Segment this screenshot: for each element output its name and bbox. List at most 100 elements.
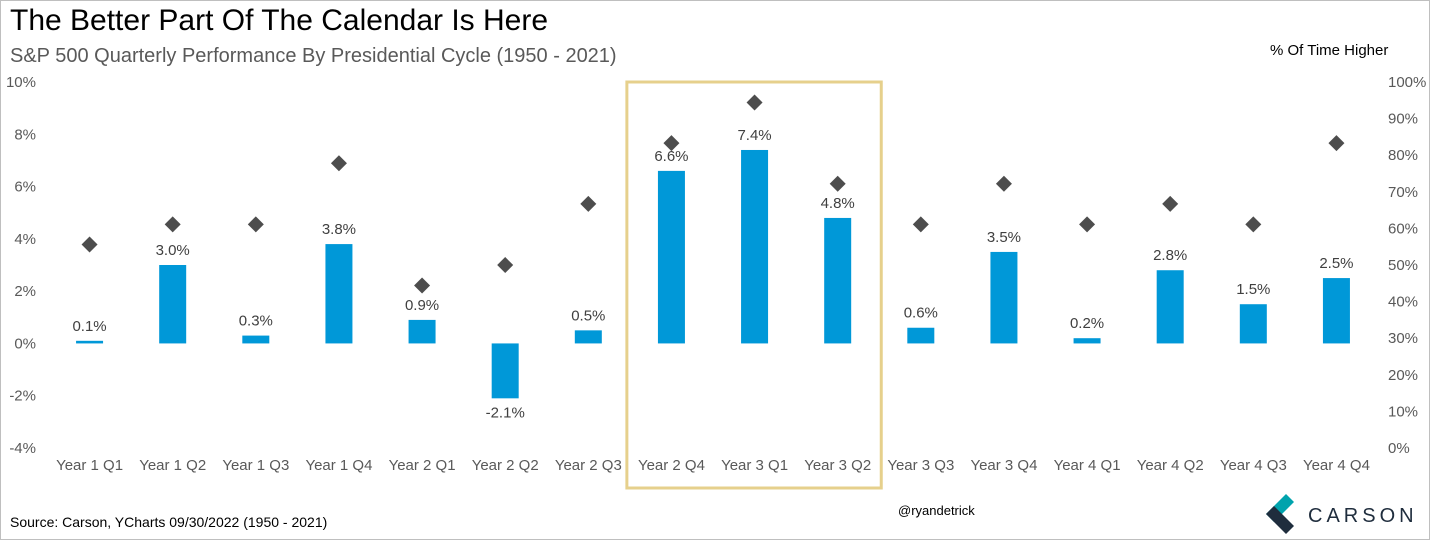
bar-label-13: 0.2%	[1070, 315, 1104, 332]
marker-2	[164, 216, 181, 233]
chart-subtitle: S&P 500 Quarterly Performance By Preside…	[10, 45, 617, 67]
bar-2	[159, 265, 187, 344]
bar-label-6: -2.1%	[486, 404, 525, 421]
marker-11	[912, 216, 929, 233]
bar-label-14: 2.8%	[1153, 247, 1187, 264]
left-tick-2: 8%	[14, 126, 36, 143]
left-tick-5: 2%	[14, 283, 36, 300]
bar-12	[990, 251, 1018, 344]
bar-4	[325, 244, 353, 344]
right-tick-1: 100%	[1388, 74, 1426, 91]
category-label-13: Year 4 Q1	[1054, 457, 1121, 474]
category-label-12: Year 3 Q4	[970, 457, 1037, 474]
left-tick-1: 10%	[6, 74, 36, 91]
category-label-2: Year 1 Q2	[139, 457, 206, 474]
marker-16	[1328, 135, 1345, 152]
category-label-11: Year 3 Q3	[887, 457, 954, 474]
x-axis: Year 1 Q1 Year 1 Q2 Year 1 Q3 Year 1 Q4 Year…	[56, 457, 1370, 474]
category-label-10: Year 3 Q2	[804, 457, 871, 474]
highlight-box	[625, 80, 883, 490]
bar-14	[1156, 270, 1184, 344]
right-tick-10: 10%	[1388, 403, 1418, 420]
left-tick-8: -4%	[9, 440, 36, 457]
right-tick-5: 60%	[1388, 220, 1418, 237]
bar-label-16: 2.5%	[1319, 255, 1353, 272]
bar-label-4: 3.8%	[322, 221, 356, 238]
category-label-8: Year 2 Q4	[638, 457, 705, 474]
bar-label-12: 3.5%	[987, 229, 1021, 246]
bar-8	[657, 170, 685, 344]
marker-4	[330, 155, 347, 172]
markers-layer	[81, 94, 1345, 294]
bar-9	[741, 149, 769, 344]
category-label-5: Year 2 Q1	[389, 457, 456, 474]
right-tick-8: 30%	[1388, 330, 1418, 347]
right-tick-7: 40%	[1388, 294, 1418, 311]
bar-label-15: 1.5%	[1236, 281, 1270, 298]
bar-16	[1322, 278, 1350, 344]
marker-6	[497, 257, 514, 273]
bar-label-2: 3.0%	[156, 242, 190, 259]
left-tick-6: 0%	[14, 335, 36, 352]
author-handle: @ryandetrick	[898, 503, 975, 518]
right-axis: 100% 90% 80% 70% 60% 50% 40% 30% 20% 10% 0%	[1388, 74, 1426, 457]
carson-logo-text: CARSON	[1308, 505, 1418, 527]
bar-label-10: 4.8%	[821, 195, 855, 212]
bar-15	[1239, 304, 1267, 344]
marker-15	[1245, 216, 1262, 233]
left-tick-7: -2%	[9, 388, 36, 405]
right-tick-2: 90%	[1388, 111, 1418, 128]
bar-label-8: 6.6%	[654, 148, 688, 165]
category-label-6: Year 2 Q2	[472, 457, 539, 474]
performance-chart: 0.1% 3.0% 0.3% 3.8% 0.9% -2.1% 0.5% 6.6% 7.4% 4.8…	[6, 74, 1426, 490]
carson-logo-mark-icon	[1266, 494, 1294, 534]
bar-label-1: 0.1%	[72, 318, 106, 335]
left-tick-4: 4%	[14, 231, 36, 248]
category-label-16: Year 4 Q4	[1303, 457, 1370, 474]
marker-5	[414, 277, 431, 294]
right-tick-3: 80%	[1388, 147, 1418, 164]
category-label-4: Year 1 Q4	[305, 457, 372, 474]
source-note: Source: Carson, YCharts 09/30/2022 (1950…	[10, 514, 328, 530]
category-label-14: Year 4 Q2	[1137, 457, 1204, 474]
bar-label-3: 0.3%	[239, 313, 273, 330]
category-label-7: Year 2 Q3	[555, 457, 622, 474]
left-axis: 10% 8% 6% 4% 2% 0% -2% -4%	[6, 74, 36, 457]
marker-14	[1162, 195, 1179, 212]
bar-3	[242, 335, 270, 344]
marker-7	[580, 195, 597, 212]
left-tick-3: 6%	[14, 179, 36, 196]
marker-1	[81, 236, 98, 253]
marker-13	[1079, 216, 1096, 233]
bar-11	[907, 327, 935, 344]
bars-layer	[76, 149, 1350, 399]
right-tick-6: 50%	[1388, 257, 1418, 274]
data-labels-layer: 0.1% 3.0% 0.3% 3.8% 0.9% -2.1% 0.5% 6.6% 7.4% 4.8…	[72, 127, 1353, 421]
bar-label-11: 0.6%	[904, 305, 938, 322]
chart-title: The Better Part Of The Calendar Is Here	[10, 4, 549, 37]
bar-label-7: 0.5%	[571, 307, 605, 324]
marker-3	[247, 216, 264, 233]
right-axis-title: % Of Time Higher	[1270, 42, 1389, 59]
right-tick-4: 70%	[1388, 184, 1418, 201]
carson-logo: CARSON	[1262, 492, 1422, 536]
bar-label-9: 7.4%	[737, 127, 771, 144]
category-label-1: Year 1 Q1	[56, 457, 123, 474]
highlight-layer	[625, 80, 883, 490]
bar-13	[1073, 338, 1101, 344]
category-label-9: Year 3 Q1	[721, 457, 788, 474]
right-tick-9: 20%	[1388, 367, 1418, 384]
bar-6	[491, 343, 519, 399]
category-label-3: Year 1 Q3	[222, 457, 289, 474]
marker-9	[746, 94, 763, 111]
marker-8	[663, 135, 680, 152]
marker-10	[829, 175, 846, 192]
right-tick-11: 0%	[1388, 440, 1410, 457]
category-label-15: Year 4 Q3	[1220, 457, 1287, 474]
bar-1	[76, 340, 104, 344]
marker-12	[995, 175, 1012, 192]
bar-7	[574, 330, 602, 344]
bar-label-5: 0.9%	[405, 297, 439, 314]
bar-5	[408, 319, 436, 344]
bar-10	[824, 217, 852, 344]
